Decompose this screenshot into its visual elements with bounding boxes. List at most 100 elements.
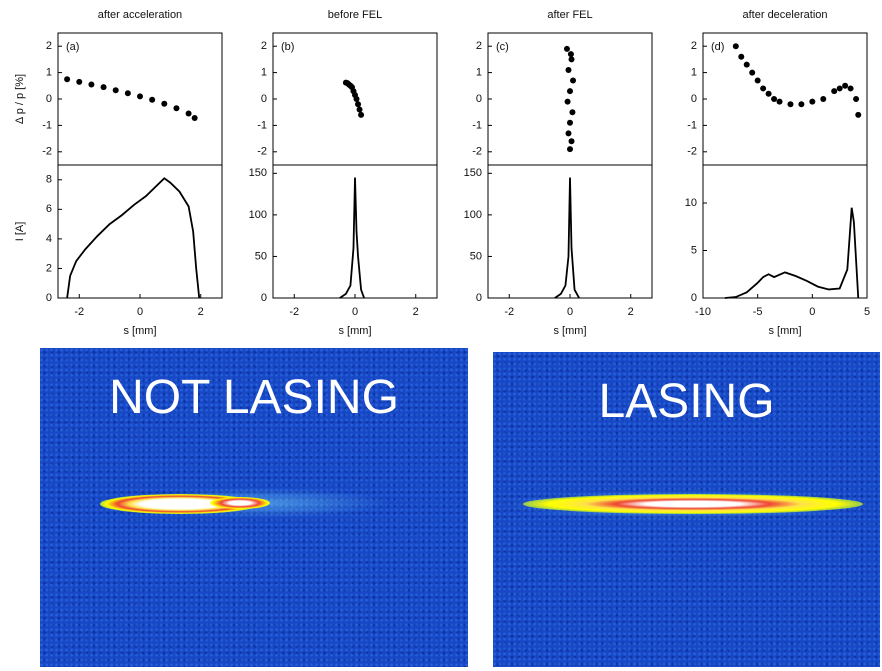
panel-label: (c) <box>496 41 509 53</box>
data-point <box>570 77 577 84</box>
data-point <box>760 85 767 92</box>
y-tick-label: -2 <box>42 146 52 158</box>
data-point <box>771 96 778 102</box>
data-point <box>842 82 849 89</box>
y-tick-label: 50 <box>255 250 267 262</box>
data-point <box>820 96 827 102</box>
y-tick-label: 0 <box>261 292 267 304</box>
y-tick-label: 150 <box>249 167 267 179</box>
data-point <box>76 78 83 85</box>
x-axis-label: s [mm] <box>339 325 372 337</box>
beam-core <box>523 494 863 514</box>
y-tick-label: 0 <box>476 93 482 105</box>
data-point <box>356 106 363 113</box>
data-point <box>185 110 192 117</box>
data-point <box>743 61 750 68</box>
y-tick-label: 100 <box>249 209 267 221</box>
chart-title: after FEL <box>547 9 592 21</box>
data-point <box>809 98 816 105</box>
x-tick-label: 2 <box>413 306 419 318</box>
data-point <box>100 84 107 91</box>
y-tick-label: -2 <box>687 146 697 158</box>
panel-label: (a) <box>66 41 79 53</box>
y-tick-label: 4 <box>46 233 52 245</box>
x-tick-label: -10 <box>695 306 711 318</box>
data-point <box>855 111 862 118</box>
data-point <box>569 109 576 116</box>
data-point <box>567 119 573 126</box>
y-tick-label: 1 <box>476 67 482 79</box>
current-line <box>66 177 201 299</box>
y-tick-label: 50 <box>470 250 482 262</box>
data-point <box>358 111 365 118</box>
y-tick-label: 5 <box>691 244 697 256</box>
y-tick-label: 0 <box>261 93 267 105</box>
y-tick-label: 0 <box>46 292 52 304</box>
x-axis-label: s [mm] <box>554 325 587 337</box>
x-tick-label: 2 <box>628 306 634 318</box>
data-point <box>565 130 572 137</box>
chart-grid: after acceleration(a)Δ p / p [%]-2-1012b… <box>14 9 870 337</box>
y-axis-label: Δ p / p [%] <box>14 74 26 124</box>
y-tick-label: -1 <box>472 119 482 131</box>
data-point <box>732 43 739 50</box>
y-tick-label: -1 <box>257 119 267 131</box>
data-point <box>787 101 794 108</box>
x-tick-label: -5 <box>753 306 763 318</box>
panel-label: (b) <box>281 41 294 53</box>
plot-frame <box>702 32 868 166</box>
panel-label: (d) <box>711 41 724 53</box>
data-point <box>776 98 783 105</box>
data-point <box>161 100 168 107</box>
data-point <box>847 85 854 92</box>
y-tick-label: 2 <box>691 40 697 52</box>
y-tick-label: 100 <box>464 209 482 221</box>
x-tick-label: 5 <box>864 306 870 318</box>
beam-tail <box>210 497 270 509</box>
plot-frame <box>702 164 868 299</box>
y-tick-label: -1 <box>42 119 52 131</box>
y-tick-label: 1 <box>261 67 267 79</box>
y-tick-label: -2 <box>257 146 267 158</box>
y-tick-label: 6 <box>46 203 52 215</box>
data-point <box>836 85 843 92</box>
data-point <box>563 45 570 52</box>
y-tick-label: 0 <box>46 93 52 105</box>
chart-title: before FEL <box>328 9 382 21</box>
y-tick-label: 0 <box>691 93 697 105</box>
y-tick-label: -2 <box>472 146 482 158</box>
x-axis-label: s [mm] <box>124 325 157 337</box>
chart-title: after acceleration <box>98 9 182 21</box>
y-tick-label: 2 <box>261 40 267 52</box>
data-point <box>173 105 180 112</box>
y-tick-label: 1 <box>691 67 697 79</box>
data-point <box>565 66 572 73</box>
data-point <box>749 69 756 76</box>
screen-image: LASING <box>493 352 880 667</box>
y-tick-label: 2 <box>476 40 482 52</box>
data-point <box>64 76 71 83</box>
y-tick-label: 0 <box>691 292 697 304</box>
screen-image: NOT LASING <box>40 348 468 667</box>
x-tick-label: 0 <box>809 306 815 318</box>
data-point <box>798 101 805 108</box>
y-tick-label: 2 <box>46 40 52 52</box>
y-tick-label: 1 <box>46 67 52 79</box>
x-tick-label: -2 <box>74 306 84 318</box>
data-point <box>831 88 838 95</box>
y-tick-label: -1 <box>687 119 697 131</box>
image-label: NOT LASING <box>109 371 399 424</box>
data-point <box>567 51 574 58</box>
current-line <box>554 177 580 299</box>
data-point <box>568 138 575 145</box>
x-axis-label: s [mm] <box>769 325 802 337</box>
data-point <box>353 96 360 102</box>
data-point <box>853 96 860 102</box>
x-tick-label: 0 <box>137 306 143 318</box>
x-tick-label: 0 <box>352 306 358 318</box>
data-point <box>355 101 362 108</box>
data-point <box>124 90 131 97</box>
image-label: LASING <box>598 375 775 428</box>
current-line <box>339 177 365 299</box>
